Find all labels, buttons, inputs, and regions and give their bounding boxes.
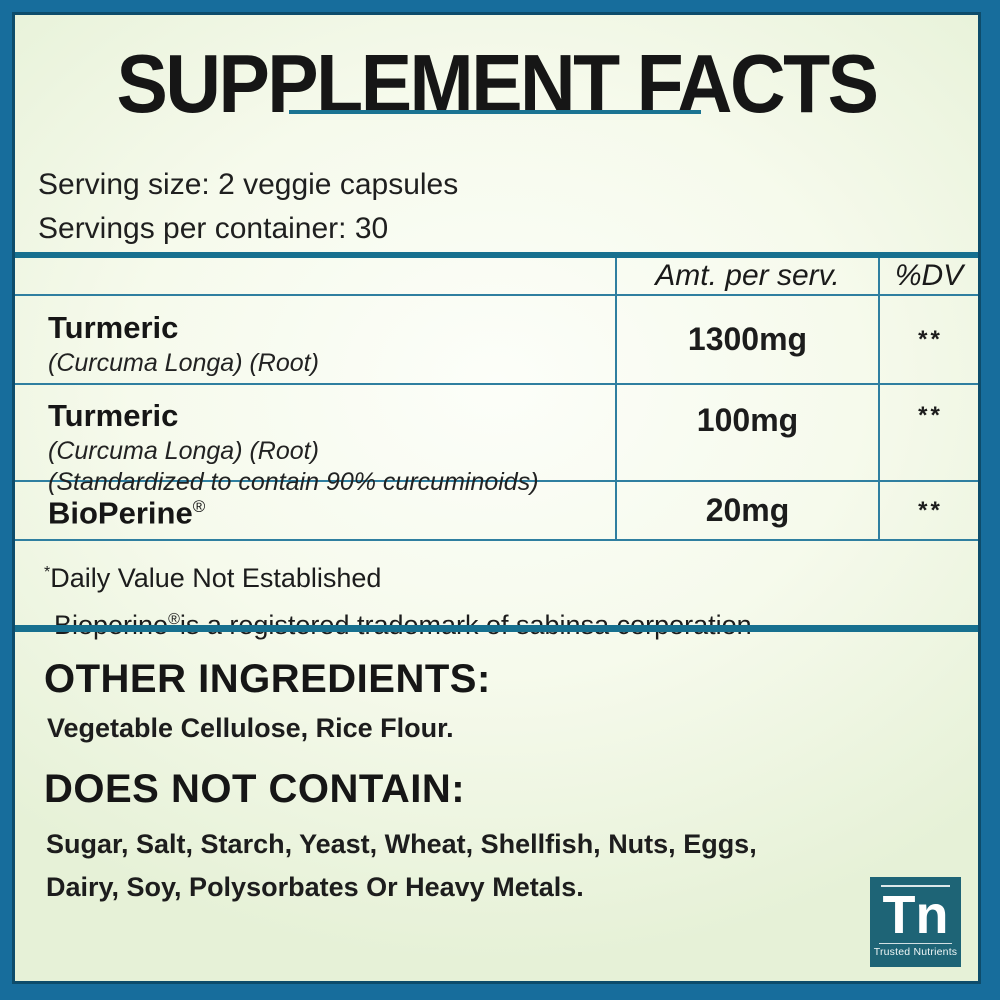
dv-value: ** — [918, 496, 943, 524]
does-not-contain-text: Sugar, Salt, Starch, Yeast, Wheat, Shell… — [46, 823, 757, 909]
title-underline — [289, 110, 701, 114]
dv-column-header: %DV — [878, 258, 978, 294]
amount-value: 20mg — [705, 492, 790, 528]
registered-trademark-icon: ® — [192, 497, 206, 517]
dv-cell: ** — [878, 385, 978, 480]
footnote-trademark-line: Bioperine®is a registered trademark of s… — [44, 599, 752, 646]
logo-monogram: Tn — [882, 885, 949, 945]
brand-logo: Tn Trusted Nutrients — [870, 877, 961, 967]
dv-cell: ** — [878, 482, 978, 539]
amount-cell: 20mg — [615, 482, 878, 539]
amount-column-header: Amt. per serv. — [615, 258, 878, 294]
does-not-contain-heading: DOES NOT CONTAIN: — [44, 767, 466, 811]
amount-value: 100mg — [696, 402, 799, 438]
does-not-contain-line-2: Dairy, Soy, Polysorbates Or Heavy Metals… — [46, 872, 584, 902]
ingredient-name: Turmeric — [48, 398, 179, 433]
ingredient-cell: Turmeric (Curcuma Longa) (Root) (Standar… — [15, 385, 615, 496]
ingredient-name: BioPerine® — [48, 495, 206, 531]
amount-value: 1300mg — [687, 321, 808, 357]
ingredient-detail: (Curcuma Longa) (Root) — [48, 437, 319, 465]
other-ingredients-text: Vegetable Cellulose, Rice Flour. — [47, 713, 454, 743]
table-header-row: Amt. per serv. %DV — [15, 258, 978, 296]
label-frame: SUPPLEMENT FACTS Serving size: 2 veggie … — [12, 12, 981, 984]
amount-cell: 1300mg — [615, 296, 878, 383]
ingredient-name: Turmeric — [48, 310, 179, 345]
ingredient-cell: Turmeric (Curcuma Longa) (Root) — [15, 296, 615, 383]
section-divider — [15, 625, 978, 632]
table-row: Turmeric (Curcuma Longa) (Root) (Standar… — [15, 385, 978, 496]
ingredient-cell: BioPerine® — [15, 482, 615, 539]
label-title: SUPPLEMENT FACTS — [116, 38, 879, 131]
logo-brand-name: Trusted Nutrients — [873, 946, 958, 958]
table-row: BioPerine® 20mg ** — [15, 482, 978, 541]
ingredient-detail: (Curcuma Longa) (Root) — [48, 349, 319, 377]
dv-value: ** — [918, 402, 943, 429]
amount-cell: 100mg — [615, 385, 878, 480]
dv-value: ** — [918, 325, 943, 353]
dv-cell: ** — [878, 296, 978, 383]
serving-info: Serving size: 2 veggie capsules Servings… — [38, 163, 458, 251]
other-ingredients-heading: OTHER INGREDIENTS: — [44, 657, 491, 701]
registered-trademark-icon: ® — [168, 611, 180, 628]
asterisk-marker: * — [44, 564, 51, 581]
does-not-contain-line-1: Sugar, Salt, Starch, Yeast, Wheat, Shell… — [46, 829, 757, 859]
serving-size-line: Serving size: 2 veggie capsules — [38, 168, 459, 201]
table-row: Turmeric (Curcuma Longa) (Root) 1300mg *… — [15, 296, 978, 385]
blank-header-cell — [15, 258, 615, 294]
footnote-dv-line: *Daily Value Not Established — [44, 563, 382, 593]
servings-per-container-line: Servings per container: 30 — [38, 212, 389, 245]
ingredient-detail: (Standardized to contain 90% curcuminoid… — [48, 468, 539, 496]
logo-top-rule — [881, 885, 950, 887]
logo-divider-rule — [879, 943, 952, 944]
facts-table: Amt. per serv. %DV Turmeric (Curcuma Lon… — [15, 252, 978, 541]
